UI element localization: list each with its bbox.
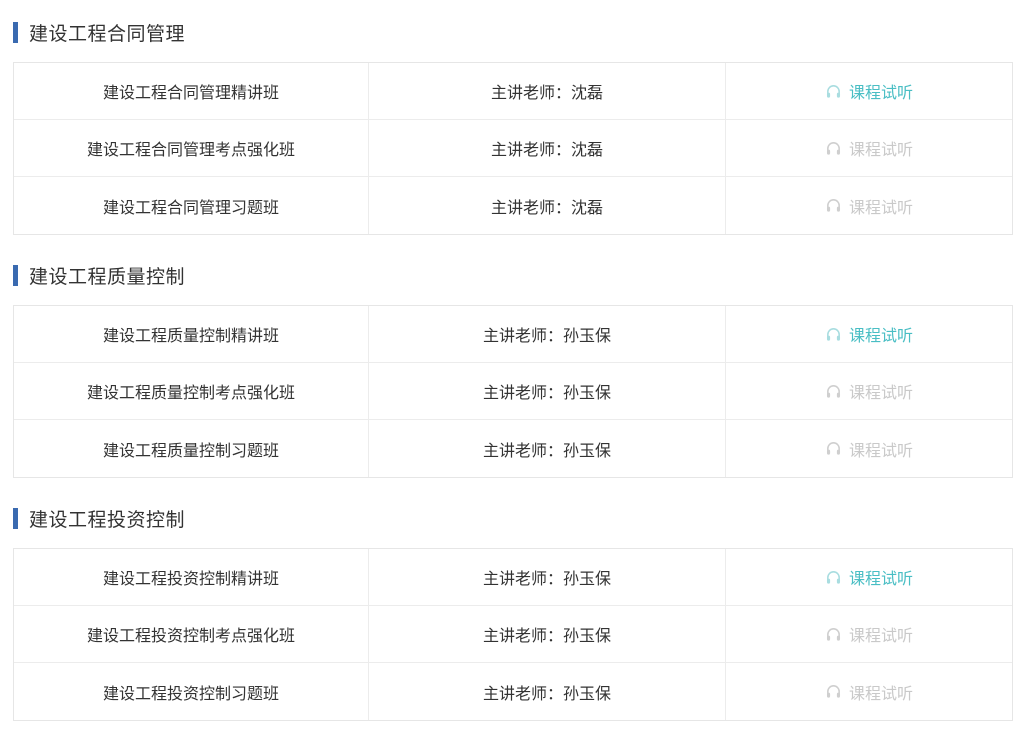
trial-cell: 课程试听 xyxy=(726,606,1012,662)
course-table: 建设工程投资控制精讲班 主讲老师：孙玉保 课程试听 建设工程投资控制考点强化班 … xyxy=(13,548,1013,721)
course-trial-link[interactable]: 课程试听 xyxy=(825,565,913,589)
trial-cell: 课程试听 xyxy=(726,63,1012,119)
table-row: 建设工程合同管理考点强化班 主讲老师：沈磊 课程试听 xyxy=(14,120,1012,177)
course-table: 建设工程合同管理精讲班 主讲老师：沈磊 课程试听 建设工程合同管理考点强化班 主… xyxy=(13,62,1013,235)
section-title: 建设工程质量控制 xyxy=(29,266,186,288)
course-name-cell: 建设工程质量控制精讲班 xyxy=(14,306,369,362)
headphone-icon xyxy=(825,197,842,214)
teacher-cell: 主讲老师：沈磊 xyxy=(369,177,726,234)
course-section: 建设工程合同管理 建设工程合同管理精讲班 主讲老师：沈磊 课程试听 建设工程合同… xyxy=(13,21,1013,235)
section-marker-bar xyxy=(13,21,18,43)
trial-label: 课程试听 xyxy=(848,628,913,645)
course-table: 建设工程质量控制精讲班 主讲老师：孙玉保 课程试听 建设工程质量控制考点强化班 … xyxy=(13,305,1013,478)
table-row: 建设工程合同管理习题班 主讲老师：沈磊 课程试听 xyxy=(14,177,1012,234)
course-trial-link[interactable]: 课程试听 xyxy=(825,79,913,103)
trial-cell: 课程试听 xyxy=(726,306,1012,362)
headphone-icon xyxy=(825,140,842,157)
table-row: 建设工程合同管理精讲班 主讲老师：沈磊 课程试听 xyxy=(14,63,1012,120)
section-header: 建设工程质量控制 xyxy=(13,264,1013,288)
trial-cell: 课程试听 xyxy=(726,120,1012,176)
course-name-cell: 建设工程合同管理考点强化班 xyxy=(14,120,369,176)
trial-label: 课程试听 xyxy=(848,685,913,703)
headphone-icon xyxy=(825,383,842,400)
table-row: 建设工程投资控制精讲班 主讲老师：孙玉保 课程试听 xyxy=(14,549,1012,606)
course-trial-link[interactable]: 课程试听 xyxy=(825,622,913,646)
table-row: 建设工程投资控制习题班 主讲老师：孙玉保 课程试听 xyxy=(14,663,1012,720)
teacher-cell: 主讲老师：孙玉保 xyxy=(369,363,726,419)
course-name-cell: 建设工程质量控制考点强化班 xyxy=(14,363,369,419)
course-name-cell: 建设工程质量控制习题班 xyxy=(14,420,369,477)
teacher-cell: 主讲老师：沈磊 xyxy=(369,63,726,119)
section-header: 建设工程投资控制 xyxy=(13,507,1013,531)
teacher-cell: 主讲老师：孙玉保 xyxy=(369,420,726,477)
trial-cell: 课程试听 xyxy=(726,177,1012,234)
trial-label: 课程试听 xyxy=(848,442,913,460)
section-header: 建设工程合同管理 xyxy=(13,21,1013,45)
table-row: 建设工程质量控制考点强化班 主讲老师：孙玉保 课程试听 xyxy=(14,363,1012,420)
trial-label: 课程试听 xyxy=(848,142,913,159)
headphone-icon xyxy=(825,683,842,700)
headphone-icon xyxy=(825,626,842,643)
trial-label: 课程试听 xyxy=(848,571,913,588)
table-row: 建设工程质量控制习题班 主讲老师：孙玉保 课程试听 xyxy=(14,420,1012,477)
course-trial-link[interactable]: 课程试听 xyxy=(825,136,913,160)
course-name-cell: 建设工程投资控制习题班 xyxy=(14,663,369,720)
teacher-cell: 主讲老师：孙玉保 xyxy=(369,306,726,362)
course-section: 建设工程质量控制 建设工程质量控制精讲班 主讲老师：孙玉保 课程试听 建设工程质… xyxy=(13,264,1013,478)
course-name-cell: 建设工程合同管理精讲班 xyxy=(14,63,369,119)
teacher-cell: 主讲老师：沈磊 xyxy=(369,120,726,176)
course-name-cell: 建设工程合同管理习题班 xyxy=(14,177,369,234)
table-row: 建设工程质量控制精讲班 主讲老师：孙玉保 课程试听 xyxy=(14,306,1012,363)
trial-cell: 课程试听 xyxy=(726,363,1012,419)
trial-label: 课程试听 xyxy=(848,199,913,217)
course-section: 建设工程投资控制 建设工程投资控制精讲班 主讲老师：孙玉保 课程试听 建设工程投… xyxy=(13,507,1013,721)
teacher-cell: 主讲老师：孙玉保 xyxy=(369,606,726,662)
trial-label: 课程试听 xyxy=(848,328,913,345)
course-name-cell: 建设工程投资控制考点强化班 xyxy=(14,606,369,662)
trial-cell: 课程试听 xyxy=(726,663,1012,720)
course-trial-link[interactable]: 课程试听 xyxy=(825,680,913,704)
course-name-cell: 建设工程投资控制精讲班 xyxy=(14,549,369,605)
headphone-icon xyxy=(825,326,842,343)
trial-cell: 课程试听 xyxy=(726,420,1012,477)
teacher-cell: 主讲老师：孙玉保 xyxy=(369,663,726,720)
course-trial-link[interactable]: 课程试听 xyxy=(825,437,913,461)
headphone-icon xyxy=(825,440,842,457)
trial-label: 课程试听 xyxy=(848,85,913,102)
section-title: 建设工程合同管理 xyxy=(29,23,186,45)
section-marker-bar xyxy=(13,264,18,286)
trial-label: 课程试听 xyxy=(848,385,913,402)
section-marker-bar xyxy=(13,507,18,529)
course-trial-link[interactable]: 课程试听 xyxy=(825,322,913,346)
headphone-icon xyxy=(825,83,842,100)
headphone-icon xyxy=(825,569,842,586)
course-trial-link[interactable]: 课程试听 xyxy=(825,194,913,218)
trial-cell: 课程试听 xyxy=(726,549,1012,605)
section-title: 建设工程投资控制 xyxy=(29,509,186,531)
table-row: 建设工程投资控制考点强化班 主讲老师：孙玉保 课程试听 xyxy=(14,606,1012,663)
teacher-cell: 主讲老师：孙玉保 xyxy=(369,549,726,605)
course-trial-link[interactable]: 课程试听 xyxy=(825,379,913,403)
